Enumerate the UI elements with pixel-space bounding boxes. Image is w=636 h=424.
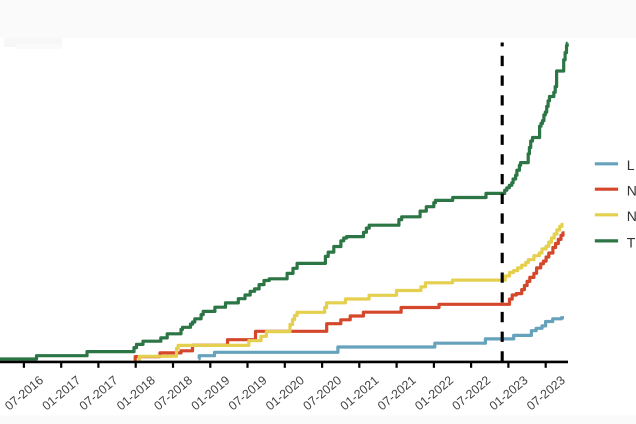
svg-text:N: N xyxy=(627,208,636,224)
svg-text:L: L xyxy=(627,157,635,173)
svg-text:N: N xyxy=(627,183,636,199)
svg-text:T: T xyxy=(627,234,636,250)
